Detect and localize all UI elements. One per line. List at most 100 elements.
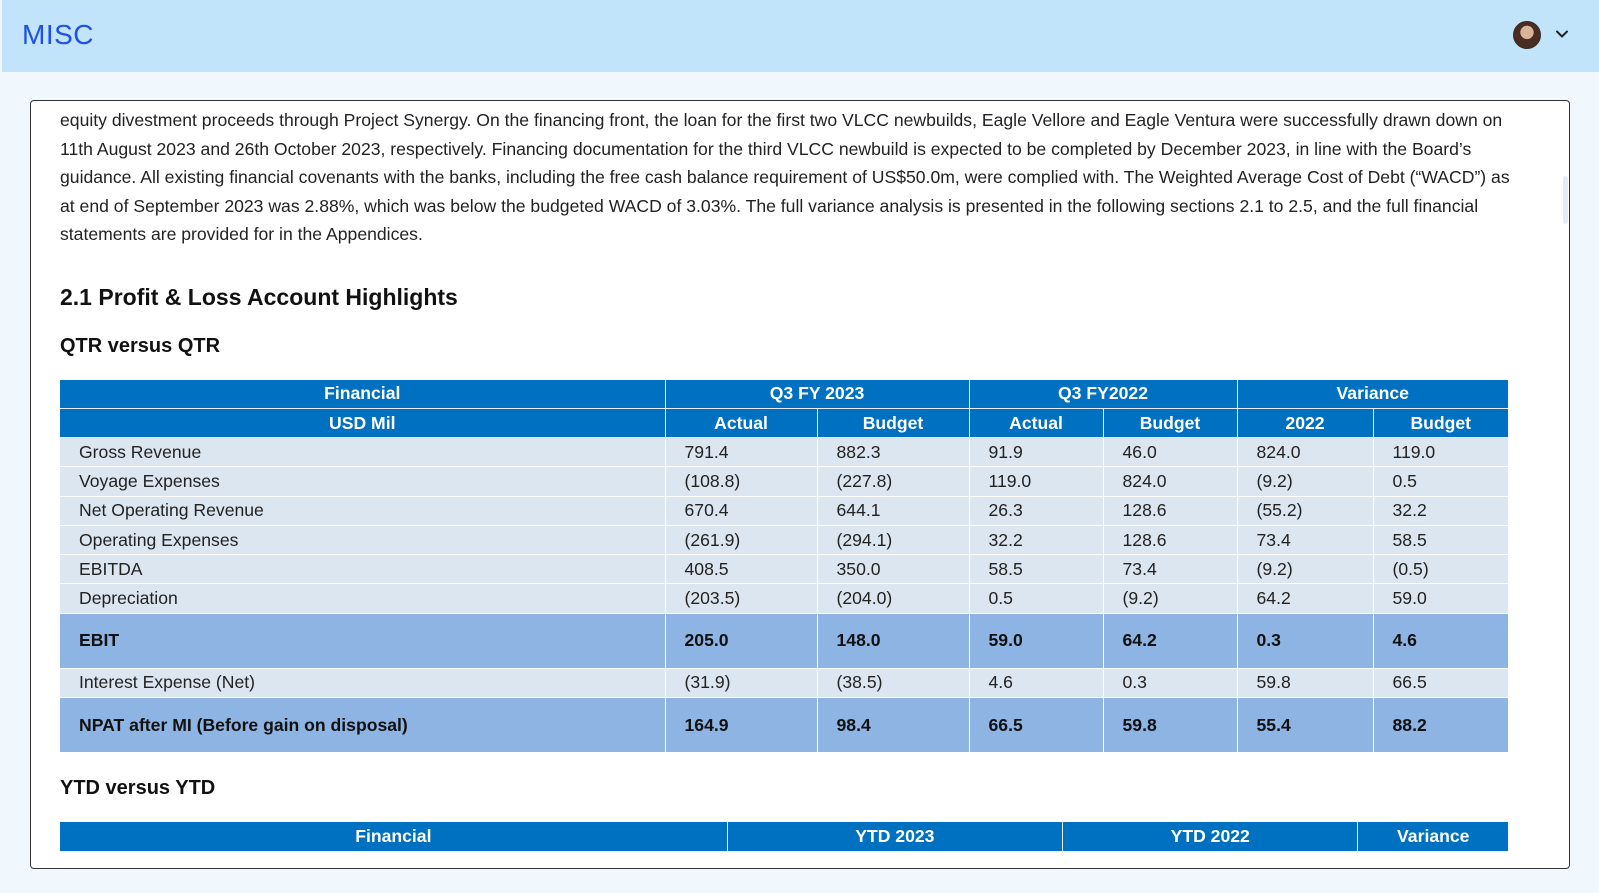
- group-header-variance: Variance: [1357, 822, 1508, 852]
- table-cell: 164.9: [665, 697, 818, 754]
- chevron-down-icon[interactable]: [1554, 26, 1570, 42]
- table-row: Interest Expense (Net) (31.9) (38.5) 4.6 0.3…: [60, 668, 1508, 699]
- group-header-ytd-2022: YTD 2022: [1062, 822, 1359, 852]
- table-cell: 73.4: [1103, 554, 1238, 585]
- group-header-q3-fy2022: Q3 FY2022: [969, 379, 1238, 409]
- qtr-subtitle: QTR versus QTR: [60, 334, 221, 357]
- qtr-table-body: Gross Revenue 791.4 882.3 91.9 46.0 824.0 119.…: [60, 437, 1508, 754]
- table-cell: 119.0: [1373, 437, 1508, 468]
- user-avatar[interactable]: [1513, 21, 1541, 49]
- table-cell: (261.9): [665, 525, 818, 556]
- sub-header-budget: Budget: [1103, 408, 1238, 438]
- table-cell: 0.5: [1373, 466, 1508, 497]
- row-label: Operating Expenses: [60, 525, 666, 556]
- table-cell: 59.0: [1373, 583, 1508, 614]
- table-row: EBITDA 408.5 350.0 58.5 73.4 (9.2) (0.5): [60, 554, 1508, 585]
- table-cell: 4.6: [969, 668, 1104, 699]
- table-row: EBIT 205.0 148.0 59.0 64.2 0.3 4.6: [60, 613, 1508, 669]
- table-cell: (204.0): [817, 583, 970, 614]
- table-cell: 128.6: [1103, 525, 1238, 556]
- row-label: NPAT after MI (Before gain on disposal): [60, 697, 666, 754]
- table-cell: 98.4: [817, 697, 970, 754]
- table-cell: (294.1): [817, 525, 970, 556]
- table-cell: 882.3: [817, 437, 970, 468]
- table-cell: 91.9: [969, 437, 1104, 468]
- row-label: Depreciation: [60, 583, 666, 614]
- table-cell: (203.5): [665, 583, 818, 614]
- table-cell: 58.5: [1373, 525, 1508, 556]
- table-cell: 59.8: [1237, 668, 1374, 699]
- table-cell: (9.2): [1237, 554, 1374, 585]
- sub-header-budget: Budget: [1373, 408, 1508, 438]
- table-cell: 0.3: [1237, 613, 1374, 669]
- table-cell: 73.4: [1237, 525, 1374, 556]
- row-label: EBITDA: [60, 554, 666, 585]
- table-cell: (9.2): [1237, 466, 1374, 497]
- sub-header-actual: Actual: [665, 408, 818, 438]
- ytd-table: Financial YTD 2023 YTD 2022 Variance: [60, 822, 1508, 852]
- table-cell: 59.0: [969, 613, 1104, 669]
- table-cell: 32.2: [969, 525, 1104, 556]
- table-cell: 791.4: [665, 437, 818, 468]
- group-header-variance: Variance: [1237, 379, 1508, 409]
- table-cell: (227.8): [817, 466, 970, 497]
- document-content: equity divestment proceeds through Proje…: [60, 106, 1520, 852]
- table-cell: 66.5: [1373, 668, 1508, 699]
- table-cell: 32.2: [1373, 496, 1508, 526]
- qtr-table: Financial Q3 FY 2023 Q3 FY2022 Variance …: [60, 379, 1508, 754]
- row-label: Interest Expense (Net): [60, 668, 666, 699]
- group-header-financial: Financial: [60, 822, 728, 852]
- table-cell: 66.5: [969, 697, 1104, 754]
- row-label: Voyage Expenses: [60, 466, 666, 497]
- table-row: Gross Revenue 791.4 882.3 91.9 46.0 824.0 119.…: [60, 437, 1508, 468]
- row-label: Gross Revenue: [60, 437, 666, 468]
- table-row: Net Operating Revenue 670.4 644.1 26.3 128.6…: [60, 496, 1508, 526]
- table-row: Voyage Expenses (108.8) (227.8) 119.0 824.0(…: [60, 466, 1508, 497]
- table-cell: 46.0: [1103, 437, 1238, 468]
- table-cell: 824.0: [1237, 437, 1374, 468]
- table-cell: 148.0: [817, 613, 970, 669]
- table-row: NPAT after MI (Before gain on disposal) 1…: [60, 697, 1508, 754]
- table-cell: 64.2: [1103, 613, 1238, 669]
- scrollbar-thumb[interactable]: [1563, 176, 1568, 224]
- table-cell: 0.5: [969, 583, 1104, 614]
- table-cell: 26.3: [969, 496, 1104, 526]
- sub-header-budget: Budget: [817, 408, 970, 438]
- table-cell: 4.6: [1373, 613, 1508, 669]
- group-header-financial: Financial: [60, 379, 666, 409]
- group-header-q3-fy2023: Q3 FY 2023: [665, 379, 970, 409]
- section-title: 2.1 Profit & Loss Account Highlights: [60, 283, 458, 310]
- sub-header-usd-mil: USD Mil: [60, 408, 666, 438]
- sub-header-2022: 2022: [1237, 408, 1374, 438]
- table-cell: 58.5: [969, 554, 1104, 585]
- table-cell: 350.0: [817, 554, 970, 585]
- table-cell: 119.0: [969, 466, 1104, 497]
- table-cell: 408.5: [665, 554, 818, 585]
- table-cell: (108.8): [665, 466, 818, 497]
- table-group-header-row: Financial YTD 2023 YTD 2022 Variance: [60, 822, 1508, 852]
- table-sub-header-row: USD Mil Actual Budget Actual Budget 2022…: [60, 408, 1508, 438]
- table-group-header-row: Financial Q3 FY 2023 Q3 FY2022 Variance: [60, 379, 1508, 409]
- group-header-ytd-2023: YTD 2023: [727, 822, 1063, 852]
- table-row: Depreciation (203.5) (204.0) 0.5 (9.2) 64.2 59…: [60, 583, 1508, 614]
- table-cell: 0.3: [1103, 668, 1238, 699]
- table-cell: 670.4: [665, 496, 818, 526]
- ytd-subtitle: YTD versus YTD: [60, 777, 216, 800]
- app-brand[interactable]: MISC: [22, 19, 94, 50]
- table-cell: 824.0: [1103, 466, 1238, 497]
- table-cell: 55.4: [1237, 697, 1374, 754]
- table-cell: (0.5): [1373, 554, 1508, 585]
- table-cell: 205.0: [665, 613, 818, 669]
- document-panel[interactable]: equity divestment proceeds through Proje…: [30, 100, 1570, 869]
- table-cell: (31.9): [665, 668, 818, 699]
- sub-header-actual: Actual: [969, 408, 1104, 438]
- table-cell: 88.2: [1373, 697, 1508, 754]
- row-label: Net Operating Revenue: [60, 496, 666, 526]
- table-cell: (55.2): [1237, 496, 1374, 526]
- table-cell: 59.8: [1103, 697, 1238, 754]
- summary-paragraph: equity divestment proceeds through Proje…: [60, 110, 1510, 244]
- scrollbar[interactable]: [1561, 101, 1569, 868]
- top-bar: MISC: [2, 0, 1599, 72]
- table-cell: 644.1: [817, 496, 970, 526]
- table-cell: (9.2): [1103, 583, 1238, 614]
